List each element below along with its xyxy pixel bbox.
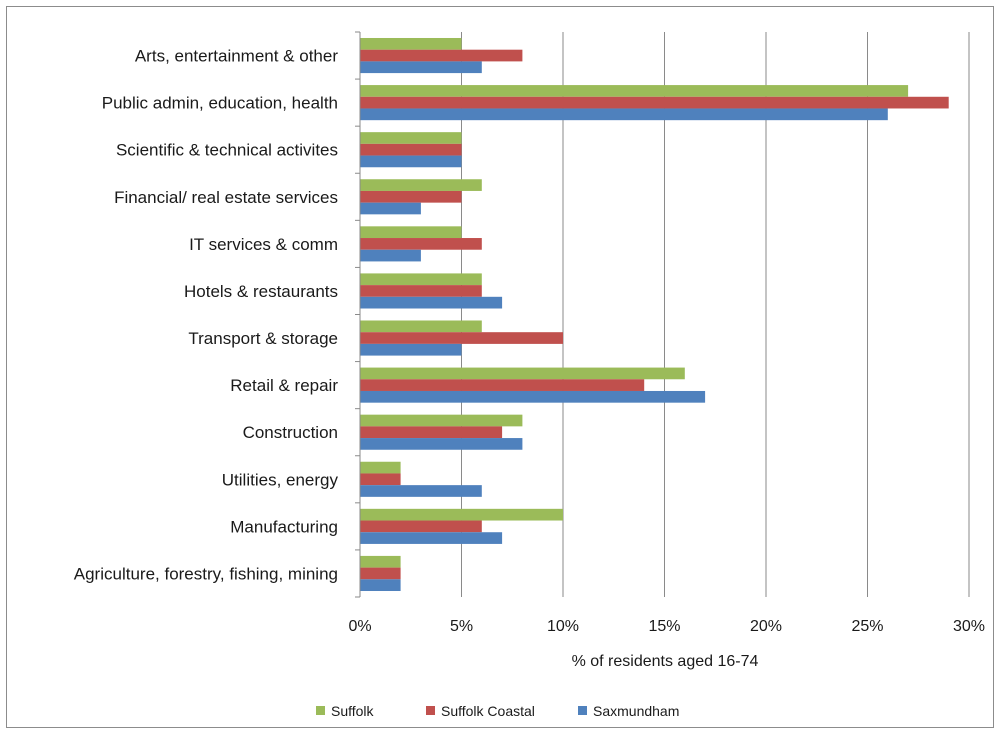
category-label: Utilities, energy xyxy=(222,470,339,489)
legend-swatch xyxy=(426,706,435,715)
bar-saxmundham xyxy=(360,485,482,497)
bar-saxmundham xyxy=(360,202,421,215)
grid-layer xyxy=(461,32,970,597)
bar-suffolk-coastal xyxy=(360,332,563,344)
bar-suffolk xyxy=(360,179,482,191)
bar-suffolk-coastal xyxy=(360,473,401,486)
bar-suffolk xyxy=(360,320,482,333)
bar-suffolk-coastal xyxy=(360,567,401,580)
x-axis-title: % of residents aged 16-74 xyxy=(572,653,759,670)
x-tick-label: 5% xyxy=(450,618,473,635)
bar-suffolk xyxy=(360,132,462,144)
category-label: IT services & comm xyxy=(189,235,338,254)
bar-suffolk-coastal xyxy=(360,426,503,439)
bar-saxmundham xyxy=(360,438,523,450)
bar-saxmundham xyxy=(360,249,421,262)
bar-suffolk-coastal xyxy=(360,49,523,62)
bar-suffolk xyxy=(360,226,462,239)
bar-saxmundham xyxy=(360,61,482,74)
legend-label: Saxmundham xyxy=(593,703,679,719)
category-label: Transport & storage xyxy=(188,329,338,348)
category-label: Retail & repair xyxy=(230,376,338,395)
bar-saxmundham xyxy=(360,579,401,592)
chart-frame xyxy=(6,6,994,728)
bar-saxmundham xyxy=(360,532,503,544)
x-tick-label: 20% xyxy=(750,618,782,635)
bar-saxmundham xyxy=(360,155,462,168)
bar-suffolk-coastal xyxy=(360,520,482,533)
legend: Suffolk Suffolk Coastal Saxmundham xyxy=(316,703,679,719)
category-label: Manufacturing xyxy=(230,517,338,536)
bar-suffolk-coastal xyxy=(360,190,462,203)
category-label: Financial/ real estate services xyxy=(114,188,338,207)
bar-saxmundham xyxy=(360,108,888,121)
x-tick-label: 15% xyxy=(648,618,680,635)
category-label: Hotels & restaurants xyxy=(184,282,338,301)
bar-saxmundham xyxy=(360,390,706,403)
x-tick-label: 25% xyxy=(851,618,883,635)
bar-suffolk xyxy=(360,461,401,474)
category-label: Agriculture, forestry, fishing, mining xyxy=(74,564,338,583)
x-tick-label: 30% xyxy=(953,618,985,635)
category-label: Construction xyxy=(243,423,338,442)
bar-suffolk xyxy=(360,85,909,97)
category-label: Scientific & technical activites xyxy=(116,141,338,160)
bar-saxmundham xyxy=(360,343,462,356)
bar-suffolk-coastal xyxy=(360,379,645,391)
category-label: Arts, entertainment & other xyxy=(135,47,338,66)
bar-suffolk-coastal xyxy=(360,96,949,109)
x-tick-label: 10% xyxy=(547,618,579,635)
category-label: Public admin, education, health xyxy=(102,94,338,113)
bar-suffolk xyxy=(360,37,462,50)
bar-saxmundham xyxy=(360,296,503,309)
axis-layer: 0% 5% 10% 15% 20% 25% 30% Arts, entertainment &… xyxy=(74,31,985,635)
legend-swatch xyxy=(578,706,587,715)
bar-suffolk xyxy=(360,414,523,427)
x-tick-label: 0% xyxy=(348,618,371,635)
bar-layer xyxy=(360,37,949,592)
legend-label: Suffolk xyxy=(331,703,375,719)
bar-suffolk xyxy=(360,273,482,286)
bar-suffolk-coastal xyxy=(360,143,462,156)
bar-suffolk xyxy=(360,367,685,380)
bar-suffolk-coastal xyxy=(360,238,482,250)
legend-label: Suffolk Coastal xyxy=(441,703,535,719)
bar-suffolk-coastal xyxy=(360,285,482,297)
bar-suffolk xyxy=(360,508,563,521)
legend-swatch xyxy=(316,706,325,715)
bar-suffolk xyxy=(360,555,401,568)
